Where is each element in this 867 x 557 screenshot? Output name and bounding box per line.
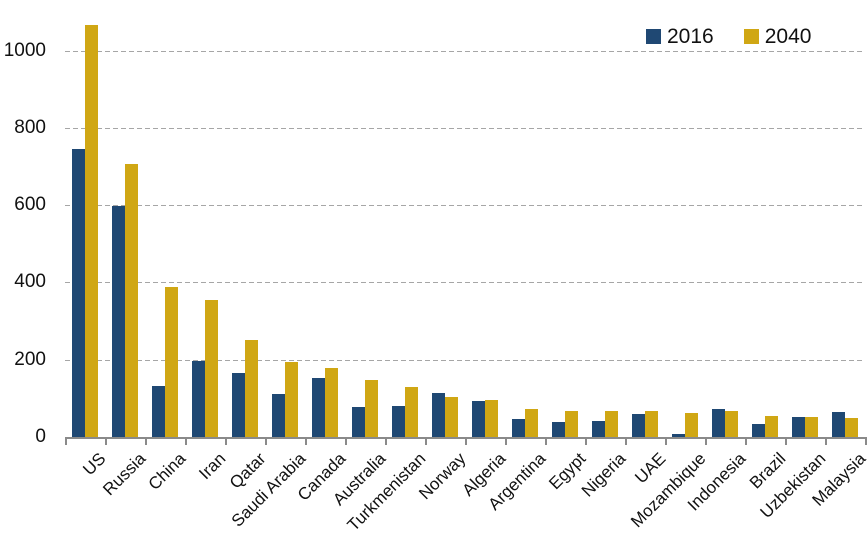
bar-2040-Brazil	[765, 416, 778, 437]
bar-2016-Qatar	[232, 372, 245, 437]
bar-2016-Russia	[112, 205, 125, 437]
bar-2016-Iran	[192, 361, 205, 437]
x-tick-0	[65, 439, 67, 445]
bar-2040-Algeria	[485, 399, 498, 437]
chart-legend: 2016 2040	[646, 26, 811, 47]
bar-2016-Brazil	[752, 423, 765, 437]
bar-2040-Mozambique	[685, 412, 698, 437]
bar-2016-Argentina	[512, 418, 525, 437]
bar-2016-Saudi Arabia	[272, 394, 285, 437]
bar-2016-Indonesia	[712, 409, 725, 437]
x-tick-10	[465, 439, 467, 445]
y-tick-label-600: 600	[14, 194, 46, 216]
x-tick-20	[865, 439, 867, 445]
bar-2040-Canada	[325, 368, 338, 437]
bar-2016-Uzbekistan	[792, 417, 805, 437]
x-tick-19	[825, 439, 827, 445]
x-tick-2	[145, 439, 147, 445]
bar-2040-Qatar	[245, 339, 258, 437]
bar-2016-Mozambique	[672, 434, 685, 437]
bar-2040-Nigeria	[605, 410, 618, 437]
bar-2040-UAE	[645, 410, 658, 437]
bar-2016-US	[72, 149, 85, 437]
x-tick-16	[705, 439, 707, 445]
legend-item-2016: 2016	[646, 26, 714, 47]
bar-2016-Nigeria	[592, 420, 605, 437]
bar-2040-Norway	[445, 396, 458, 437]
bar-2040-Turkmenistan	[405, 387, 418, 437]
legend-swatch-2016-icon	[646, 29, 661, 44]
bar-2040-Indonesia	[725, 411, 738, 437]
x-category-label-china: China	[144, 449, 190, 494]
y-tick-label-200: 200	[14, 348, 46, 370]
bar-2040-China	[165, 286, 178, 437]
x-tick-15	[665, 439, 667, 445]
x-tick-6	[305, 439, 307, 445]
x-tick-7	[345, 439, 347, 445]
bar-2040-Egypt	[565, 410, 578, 437]
legend-item-2040: 2040	[743, 25, 812, 48]
x-category-label-us: US	[79, 449, 110, 480]
bar-2040-Uzbekistan	[805, 417, 818, 437]
bar-2016-Egypt	[552, 421, 565, 437]
gridline-1000	[65, 50, 865, 52]
x-tick-8	[385, 439, 387, 445]
bar-2016-Algeria	[472, 400, 485, 437]
gridline-400	[65, 282, 865, 284]
legend-label-2040: 2040	[764, 25, 812, 48]
gridline-600	[65, 205, 865, 207]
y-tick-label-800: 800	[14, 116, 46, 138]
x-tick-14	[625, 439, 627, 445]
bar-2040-Russia	[125, 164, 138, 437]
bar-2040-Saudi Arabia	[285, 362, 298, 437]
bar-2016-China	[152, 385, 165, 437]
bar-2040-Iran	[205, 299, 218, 437]
bar-2016-Canada	[312, 378, 325, 437]
y-tick-label-400: 400	[14, 271, 46, 293]
x-tick-4	[225, 439, 227, 445]
x-tick-17	[745, 439, 747, 445]
x-tick-11	[505, 439, 507, 445]
x-tick-18	[785, 439, 787, 445]
bar-2016-Malaysia	[832, 412, 845, 437]
x-tick-1	[105, 439, 107, 445]
gridline-800	[65, 127, 865, 129]
x-category-label-russia: Russia	[99, 449, 150, 500]
bar-2016-Turkmenistan	[392, 406, 405, 437]
bar-2040-Malaysia	[845, 418, 858, 437]
x-tick-9	[425, 439, 427, 445]
x-tick-3	[185, 439, 187, 445]
x-tick-12	[545, 439, 547, 445]
bar-2016-Norway	[432, 392, 445, 437]
x-tick-5	[265, 439, 267, 445]
gridline-200	[65, 359, 865, 361]
bar-2040-Argentina	[525, 408, 538, 437]
x-category-label-nigeria: Nigeria	[577, 449, 630, 501]
bar-2040-US	[85, 25, 98, 437]
bar-2040-Australia	[365, 380, 378, 437]
legend-label-2016: 2016	[667, 25, 714, 48]
x-axis-line	[65, 437, 867, 439]
y-tick-label-0: 0	[35, 426, 46, 447]
bar-2016-Australia	[352, 407, 365, 437]
legend-swatch-2040-icon	[743, 29, 759, 44]
x-tick-13	[585, 439, 587, 445]
bar-2016-UAE	[632, 413, 645, 437]
y-tick-label-1000: 1000	[3, 39, 46, 61]
